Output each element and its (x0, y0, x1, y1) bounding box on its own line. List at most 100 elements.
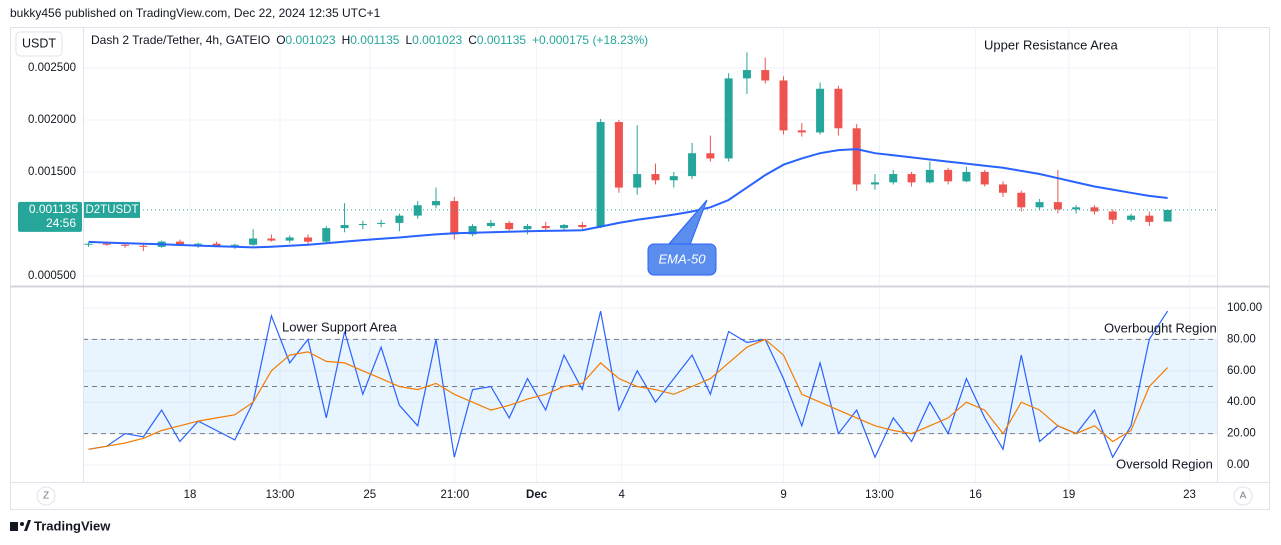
candle-body (834, 88, 843, 129)
candle-body (797, 130, 806, 133)
candle-body (578, 224, 587, 228)
candle-body (761, 70, 770, 81)
annotation: Oversold Region (1116, 456, 1213, 471)
candle-body (925, 169, 934, 183)
logo-mark (20, 522, 24, 526)
candle-body (249, 238, 258, 245)
candle-body (541, 226, 550, 229)
candle-body (1163, 209, 1172, 222)
ema-line (88, 148, 1168, 249)
auto-label[interactable]: A (1240, 491, 1247, 502)
callout-label: EMA-50 (659, 251, 707, 266)
price-change: +0.000175 (+18.23%) (532, 33, 648, 47)
ohlc-value: 0.001135 (350, 33, 399, 47)
candle-body (523, 226, 532, 230)
candle-body (102, 243, 111, 245)
ohlc-value: 0.001023 (412, 33, 462, 47)
candle-body (121, 244, 130, 246)
y-tick-label: 40.00 (1227, 396, 1256, 408)
x-tick-label: Dec (526, 489, 548, 501)
candle-body (303, 237, 312, 242)
candle-body (962, 171, 971, 182)
x-tick-label: 23 (1183, 489, 1196, 501)
candle-body (194, 243, 203, 245)
footer-brand: TradingView (34, 518, 111, 533)
candle-body (1090, 207, 1099, 212)
last-price-box (18, 201, 82, 232)
x-tick-label: 19 (1062, 489, 1075, 501)
candle-body (358, 223, 367, 225)
candle-body (907, 174, 916, 183)
candle-body (633, 174, 642, 188)
y-tick-label: 20.00 (1227, 428, 1256, 440)
callout-box (647, 243, 717, 276)
ohlc-value: 0.001135 (477, 33, 526, 47)
rsi-line (88, 310, 1169, 459)
currency-label[interactable]: USDT (22, 36, 56, 50)
grid-layer (83, 27, 1217, 482)
auto-button[interactable] (1233, 486, 1253, 506)
y-tick-label: 0.000500 (28, 270, 76, 282)
ohlc-key: L (405, 33, 412, 47)
x-tick-label: 25 (363, 489, 376, 501)
rsi-line (88, 338, 1169, 450)
x-tick-label: 13:00 (865, 489, 894, 501)
symbol-title: Dash 2 Trade/Tether, 4h, GATEIO (91, 33, 270, 47)
candle-body (999, 184, 1008, 193)
candle-body (505, 222, 514, 230)
x-tick-label: 18 (184, 489, 197, 501)
candle-body (1145, 215, 1154, 222)
candle-body (816, 88, 825, 133)
candle-body (560, 224, 569, 229)
logo-mark (10, 522, 18, 531)
candle-body (450, 201, 459, 235)
symbol-box (84, 201, 140, 218)
candle-body (340, 224, 349, 229)
candle-body (432, 201, 441, 206)
candle-body (596, 122, 605, 228)
y-tick-label: 100.00 (1227, 302, 1262, 314)
candle-body (468, 226, 477, 235)
ohlc-key: C (468, 33, 477, 47)
x-tick-label: 21:00 (440, 489, 469, 501)
candle-body (84, 243, 93, 245)
y-tick-label: 80.00 (1227, 333, 1256, 345)
publish-header: bukky456 published on TradingView.com, D… (10, 6, 381, 20)
candle-body (742, 70, 751, 79)
ohlc-key: O (276, 33, 285, 47)
annotation: Upper Resistance Area (984, 37, 1118, 52)
candle-body (230, 244, 239, 246)
ohlc-value: 0.001023 (286, 33, 336, 47)
candle-body (980, 171, 989, 185)
candle-body (322, 228, 331, 242)
candle-body (175, 241, 184, 245)
annotation: Overbought Region (1104, 320, 1217, 335)
ohlc-key: H (342, 33, 351, 47)
candle-body (724, 78, 733, 159)
candle-body (1127, 215, 1136, 220)
y-tick-label: 0.002500 (28, 62, 76, 74)
x-tick-label: 4 (618, 489, 625, 501)
currency-button[interactable] (15, 31, 63, 57)
candle-body (377, 222, 386, 224)
candle-body (688, 153, 697, 177)
candle-body (395, 215, 404, 223)
y-tick-label: 0.002000 (28, 114, 76, 126)
candle-body (1017, 192, 1026, 208)
candle-body (212, 243, 221, 246)
candle-body (614, 122, 623, 188)
candle-body (1053, 202, 1062, 210)
mark-layer (83, 52, 1217, 459)
candle-body (285, 237, 294, 241)
y-tick-label: 60.00 (1227, 365, 1256, 377)
candle-body (267, 238, 276, 241)
zoom-label[interactable]: Z (43, 491, 49, 502)
x-tick-label: 13:00 (266, 489, 295, 501)
candle-body (1072, 207, 1081, 210)
y-tick-label: 0.00 (1227, 459, 1249, 471)
candle-body (944, 169, 953, 182)
logo-mark (24, 520, 31, 531)
zoom-button[interactable] (36, 486, 56, 506)
